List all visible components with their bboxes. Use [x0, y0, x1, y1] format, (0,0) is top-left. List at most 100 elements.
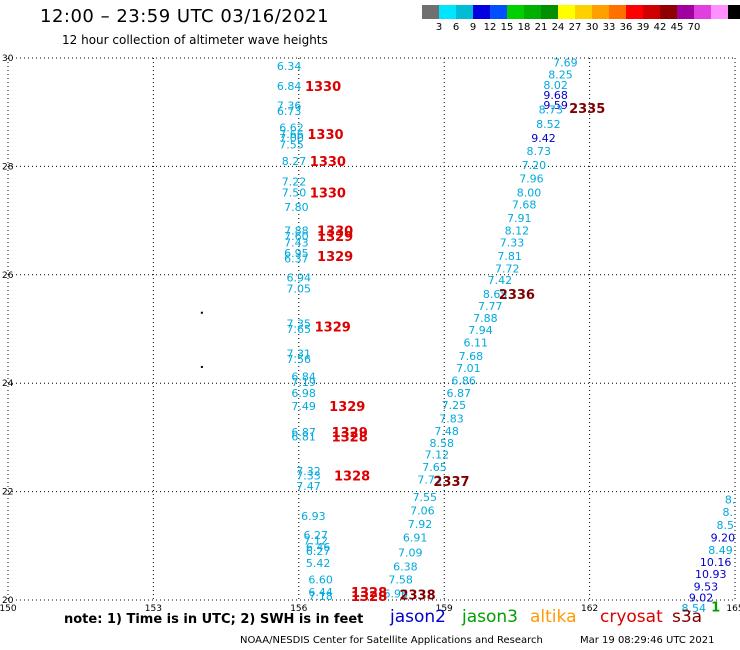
- cycle-number-label: 1328: [332, 430, 368, 445]
- color-scale-swatch: [711, 5, 728, 19]
- wave-height-value: 8.12: [505, 224, 530, 237]
- wave-height-value: 6.38: [393, 560, 418, 573]
- color-scale-label: 27: [568, 22, 582, 33]
- wave-height-value: 6.94: [287, 272, 312, 285]
- cycle-number-label: 1328: [351, 590, 387, 605]
- lon-tick-label: 156: [290, 604, 307, 614]
- wave-height-value: 6.73: [277, 105, 302, 118]
- wave-height-value: 6.46: [306, 541, 331, 554]
- cycle-number-label: 1329: [317, 250, 353, 265]
- wave-height-value: 7.69: [553, 56, 578, 69]
- lat-tick-label: 20: [2, 596, 14, 606]
- color-scale-swatch: [439, 5, 456, 19]
- island-markers: [200, 311, 203, 368]
- cycle-number-label: 2335: [569, 102, 605, 117]
- wave-height-value: 7.91: [507, 212, 532, 225]
- cycle-number-label: 1330: [305, 80, 341, 95]
- color-scale-swatch: [575, 5, 592, 19]
- wave-height-value: 7.25: [442, 399, 467, 412]
- wave-height-value: 7.56: [287, 353, 312, 366]
- wave-height-value: 8.: [725, 494, 736, 507]
- color-scale-swatch: [609, 5, 626, 19]
- cycle-number-label: 1329: [329, 400, 365, 415]
- cycle-number-label: 1330: [307, 128, 343, 143]
- color-scale-label: 24: [551, 22, 565, 33]
- map-grid: [7, 57, 736, 601]
- wave-height-value: 8.27: [282, 155, 307, 168]
- wave-height-value: 7.22: [282, 176, 307, 189]
- wave-height-value: 9.59: [543, 99, 568, 112]
- cycle-number-label: 1330: [310, 155, 346, 170]
- wave-height-value: 6.87: [446, 387, 471, 400]
- wave-height-value: 7.72: [495, 262, 520, 275]
- cycle-number-label: 2336: [499, 288, 535, 303]
- satellite-jason3: jason3: [462, 607, 518, 627]
- wave-height-value: 7.48: [434, 425, 459, 438]
- color-scale-label: 36: [619, 22, 633, 33]
- color-scale-label: 30: [585, 22, 599, 33]
- footer-credit: NOAA/NESDIS Center for Satellite Applica…: [240, 635, 543, 646]
- color-scale-swatch: [694, 5, 711, 19]
- wave-height-value: 6.95: [284, 247, 309, 260]
- wave-height-value: 8.25: [548, 68, 573, 81]
- wave-height-values: 6.346.847.366.736.627.667.007.558.277.22…: [277, 56, 736, 615]
- color-scale-label: 42: [653, 22, 667, 33]
- wave-height-value: 8.73: [539, 103, 564, 116]
- satellite-jason2: jason2: [390, 607, 446, 627]
- wave-height-value: 7.00: [279, 132, 304, 145]
- page-title: 12:00 – 23:59 UTC 03/16/2021: [40, 6, 330, 27]
- lat-tick-label: 30: [2, 54, 14, 64]
- color-scale-swatch: [677, 5, 694, 19]
- wave-height-value: 6.60: [308, 573, 333, 586]
- wave-height-value: 8.00: [517, 186, 542, 199]
- cycle-number-label: 1330: [310, 186, 346, 201]
- color-scale-label: 21: [534, 22, 548, 33]
- cycle-number-label: 1: [711, 601, 720, 616]
- wave-height-value: 7.47: [296, 480, 321, 493]
- satellite-cryosat: cryosat: [600, 607, 663, 627]
- page-subtitle: 12 hour collection of altimeter wave hei…: [62, 33, 328, 47]
- wave-height-value: 6.37: [284, 253, 309, 266]
- wave-height-value: 7.12: [304, 534, 329, 547]
- wave-height-value: 7.49: [291, 400, 316, 413]
- wave-height-value: 6.11: [463, 337, 488, 350]
- wave-height-value: 6.34: [277, 60, 302, 73]
- wave-height-value: 7.05: [287, 282, 312, 295]
- color-scale-swatch: [524, 5, 541, 19]
- wave-height-value: 5.42: [306, 557, 331, 570]
- lon-tick-label: 165: [726, 604, 740, 614]
- wave-height-value: 7.42: [488, 274, 513, 287]
- wave-height-value: 9.02: [689, 591, 714, 604]
- wave-height-value: 7.33: [296, 469, 321, 482]
- wave-height-value: 7.92: [408, 518, 433, 531]
- wave-height-value: 9.20: [711, 532, 736, 545]
- lon-tick-label: 153: [145, 604, 162, 614]
- color-scale-swatch: [728, 5, 740, 19]
- wave-height-value: 7.31: [287, 347, 312, 360]
- wave-height-value: 7.55: [413, 491, 438, 504]
- footer-timestamp: Mar 19 08:29:46 UTC 2021: [580, 635, 715, 646]
- wave-height-value: 7.18: [308, 590, 333, 603]
- color-scale-swatch: [558, 5, 575, 19]
- wave-height-value: 6.81: [291, 430, 316, 443]
- wave-height-value: 8.65: [483, 288, 508, 301]
- cycle-number-label: 1329: [317, 230, 353, 245]
- wave-height-value: 7.09: [398, 546, 423, 559]
- lon-tick-label: 150: [0, 604, 17, 614]
- wave-height-value: 7.77: [478, 300, 503, 313]
- island-dot: [200, 311, 203, 314]
- wave-height-value: 7.96: [519, 172, 544, 185]
- wave-height-value: 7.65: [287, 323, 312, 336]
- wave-height-value: 7.60: [284, 230, 309, 243]
- color-scale-label: 6: [452, 22, 460, 33]
- cycle-number-label: 1329: [332, 426, 368, 441]
- cycle-number-label: 1329: [315, 320, 351, 335]
- lat-tick-label: 22: [2, 488, 13, 498]
- lon-tick-label: 162: [581, 604, 598, 614]
- wave-height-value: 9.68: [543, 89, 568, 102]
- wave-height-value: 6.27: [306, 545, 331, 558]
- wave-height-value: 6.91: [403, 532, 428, 545]
- wave-height-value: 6.86: [451, 374, 476, 387]
- wave-height-value: 10.93: [695, 568, 727, 581]
